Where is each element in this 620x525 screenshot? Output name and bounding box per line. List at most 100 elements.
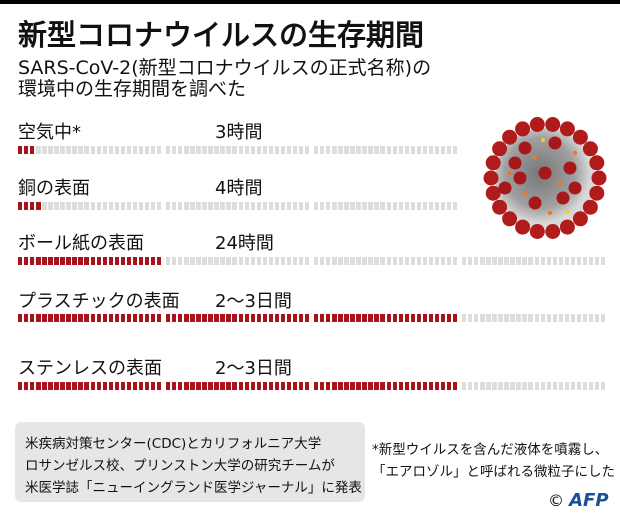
hour-tick-empty (576, 382, 582, 390)
hour-tick-filled (356, 314, 361, 322)
hour-tick-empty (570, 314, 576, 322)
hour-tick-empty (392, 202, 397, 210)
hour-tick-filled (36, 382, 41, 390)
category-label: プラスチックの表面 (18, 291, 180, 312)
hour-tick-empty (534, 257, 539, 265)
hour-tick-empty (552, 314, 558, 322)
hour-tick-filled (422, 382, 428, 390)
hour-tick-empty (42, 202, 47, 210)
hour-tick-filled (18, 202, 23, 210)
hour-tick-empty (48, 202, 53, 210)
hour-tick-empty (588, 257, 594, 265)
hour-tick-filled (54, 257, 59, 265)
hour-tick-empty (326, 146, 331, 154)
hour-tick-filled (196, 314, 201, 322)
hour-tick-filled (314, 382, 319, 390)
hour-tick-filled (434, 314, 440, 322)
hour-tick-filled (172, 314, 177, 322)
hour-tick-empty (368, 257, 373, 265)
hour-tick-filled (416, 382, 422, 390)
hour-tick-filled (60, 257, 65, 265)
hour-tick-empty (184, 202, 189, 210)
hour-tick-filled (30, 314, 35, 322)
hour-tick-empty (226, 202, 231, 210)
hour-tick-empty (292, 257, 298, 265)
hour-tick-filled (90, 382, 95, 390)
hour-tick-filled (24, 314, 29, 322)
hour-tick-empty (440, 257, 446, 265)
hour-tick-filled (84, 257, 89, 265)
hour-tick-empty (356, 202, 361, 210)
hour-tick-empty (462, 314, 467, 322)
hour-tick-filled (18, 382, 23, 390)
survival-bar (18, 146, 462, 154)
hour-tick-empty (338, 146, 343, 154)
hour-tick-empty (440, 202, 446, 210)
hour-tick-empty (114, 202, 120, 210)
value-label: 2〜3日間 (215, 358, 292, 379)
hour-tick-empty (522, 314, 527, 322)
hour-tick-filled (422, 314, 428, 322)
hour-tick-empty (510, 314, 515, 322)
hour-tick-empty (268, 202, 274, 210)
source-box: 米疾病対策センター(CDC)とカリフォルニア大学 ロサンゼルス校、プリンストン大… (15, 422, 365, 502)
hour-tick-empty (274, 146, 280, 154)
hour-tick-filled (256, 314, 262, 322)
hour-tick-filled (48, 257, 53, 265)
hour-tick-empty (214, 257, 219, 265)
hour-tick-empty (492, 382, 497, 390)
survival-bar (18, 382, 610, 390)
hour-tick-empty (256, 202, 262, 210)
hour-tick-empty (126, 202, 132, 210)
hour-tick-empty (226, 257, 231, 265)
hour-tick-filled (350, 382, 355, 390)
hour-tick-filled (244, 314, 249, 322)
hour-tick-empty (398, 146, 403, 154)
hour-tick-empty (374, 257, 379, 265)
credit: © AFP (548, 490, 609, 511)
hour-tick-filled (120, 382, 126, 390)
copyright-symbol: © (548, 491, 564, 510)
hour-tick-empty (428, 146, 434, 154)
hour-tick-empty (220, 202, 225, 210)
footnote-line: 「エアロゾル」と呼ばれる微粒子にした (372, 464, 615, 480)
category-label: ステンレスの表面 (18, 358, 162, 379)
hour-tick-empty (166, 146, 171, 154)
hour-tick-empty (120, 202, 126, 210)
category-label: ボール紙の表面 (18, 233, 144, 254)
hour-tick-filled (238, 382, 243, 390)
hour-tick-empty (96, 146, 101, 154)
hour-tick-empty (362, 146, 367, 154)
hour-tick-filled (120, 314, 126, 322)
hour-tick-filled (48, 382, 53, 390)
hour-tick-empty (196, 257, 201, 265)
hour-tick-filled (256, 382, 262, 390)
hour-tick-empty (78, 146, 83, 154)
hour-tick-filled (298, 314, 304, 322)
hour-tick-filled (320, 314, 325, 322)
hour-tick-filled (132, 314, 138, 322)
hour-tick-empty (570, 382, 576, 390)
hour-tick-empty (90, 146, 95, 154)
hour-tick-filled (320, 382, 325, 390)
hour-tick-empty (262, 146, 268, 154)
hour-tick-empty (338, 257, 343, 265)
hour-tick-filled (232, 314, 237, 322)
hour-tick-empty (144, 146, 150, 154)
hour-tick-empty (480, 314, 485, 322)
source-line: 米医学誌「ニューイングランド医学ジャーナル」に発表 (25, 480, 362, 496)
hour-tick-empty (558, 314, 564, 322)
hour-tick-filled (114, 257, 120, 265)
hour-tick-empty (280, 146, 286, 154)
source-line: ロサンゼルス校、プリンストン大学の研究チームが (25, 458, 335, 474)
hour-tick-empty (320, 146, 325, 154)
hour-tick-empty (564, 314, 570, 322)
hour-tick-empty (84, 146, 89, 154)
hour-tick-filled (178, 314, 183, 322)
hour-tick-filled (138, 382, 144, 390)
hour-tick-filled (362, 382, 367, 390)
value-label: 2〜3日間 (215, 291, 292, 312)
hour-tick-empty (416, 257, 422, 265)
hour-tick-filled (48, 314, 53, 322)
hour-tick-empty (380, 146, 385, 154)
